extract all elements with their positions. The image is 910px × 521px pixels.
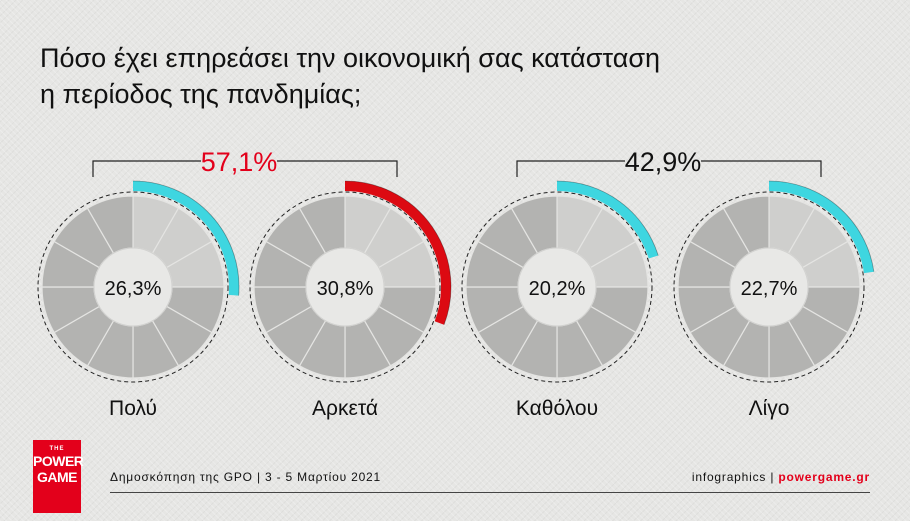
donut-category-label: Λίγο <box>749 397 790 420</box>
powergame-logo: THE POWER GAME <box>33 440 84 513</box>
footer-divider <box>110 492 870 493</box>
donut-value-arc <box>556 181 659 259</box>
donut-category-label: Πολύ <box>109 397 157 420</box>
donut-value-label: 30,8% <box>317 278 374 300</box>
footer-credit-prefix: infographics | <box>691 470 779 484</box>
footer-credit-site[interactable]: powergame.gr <box>778 470 870 484</box>
group-total-label: 57,1% <box>201 147 278 177</box>
chart-title-line-1: Πόσο έχει επηρεάσει την οικονομική σας κ… <box>40 43 660 73</box>
donut-value-arc-edge <box>556 180 659 256</box>
donut-value-arc-edge <box>344 180 452 325</box>
group-bracket-1: 57,1% <box>92 147 398 177</box>
donut-value-arc-edge <box>768 180 875 272</box>
donut-2: 30,8% Αρκετά <box>249 180 452 420</box>
donut-value-arc <box>344 181 451 325</box>
donut-value-arc-edge <box>132 180 240 296</box>
donut-value-label: 22,7% <box>741 278 798 300</box>
chart-title-line-2: η περίοδος της πανδημίας; <box>40 79 362 109</box>
donut-dashed-ring <box>249 191 441 383</box>
donut-center <box>305 247 385 327</box>
footer-source: Δημοσκόπηση της GPO | 3 - 5 Μαρτίου 2021 <box>110 470 382 484</box>
group-bracket-line <box>92 160 398 177</box>
group-total-label: 42,9% <box>625 147 702 177</box>
group-bracket-line <box>516 160 822 177</box>
logo-line-2: GAME <box>37 469 78 485</box>
donut-value-label: 26,3% <box>105 278 162 300</box>
logo-line-1: POWER <box>33 453 84 469</box>
chart-title: Πόσο έχει επηρεάσει την οικονομική σας κ… <box>40 40 860 112</box>
donut-dashed-ring <box>673 191 865 383</box>
donut-center <box>517 247 597 327</box>
donut-center <box>93 247 173 327</box>
donut-center <box>729 247 809 327</box>
donut-category-label: Καθόλου <box>516 397 598 420</box>
donut-value-arc <box>132 181 239 296</box>
donut-3: 20,2% Καθόλου <box>461 180 659 420</box>
donut-dashed-ring <box>37 191 229 383</box>
footer-credit: infographics | powergame.gr <box>692 470 870 484</box>
group-bracket-2: 42,9% <box>516 147 822 177</box>
logo-small-text: THE <box>49 446 65 452</box>
donut-value-label: 20,2% <box>529 278 586 300</box>
donut-1: 26,3% Πολύ <box>37 180 240 420</box>
donut-value-arc <box>768 181 874 274</box>
donut-4: 22,7% Λίγο <box>673 180 875 420</box>
donut-category-label: Αρκετά <box>312 397 378 420</box>
donut-dashed-ring <box>461 191 653 383</box>
